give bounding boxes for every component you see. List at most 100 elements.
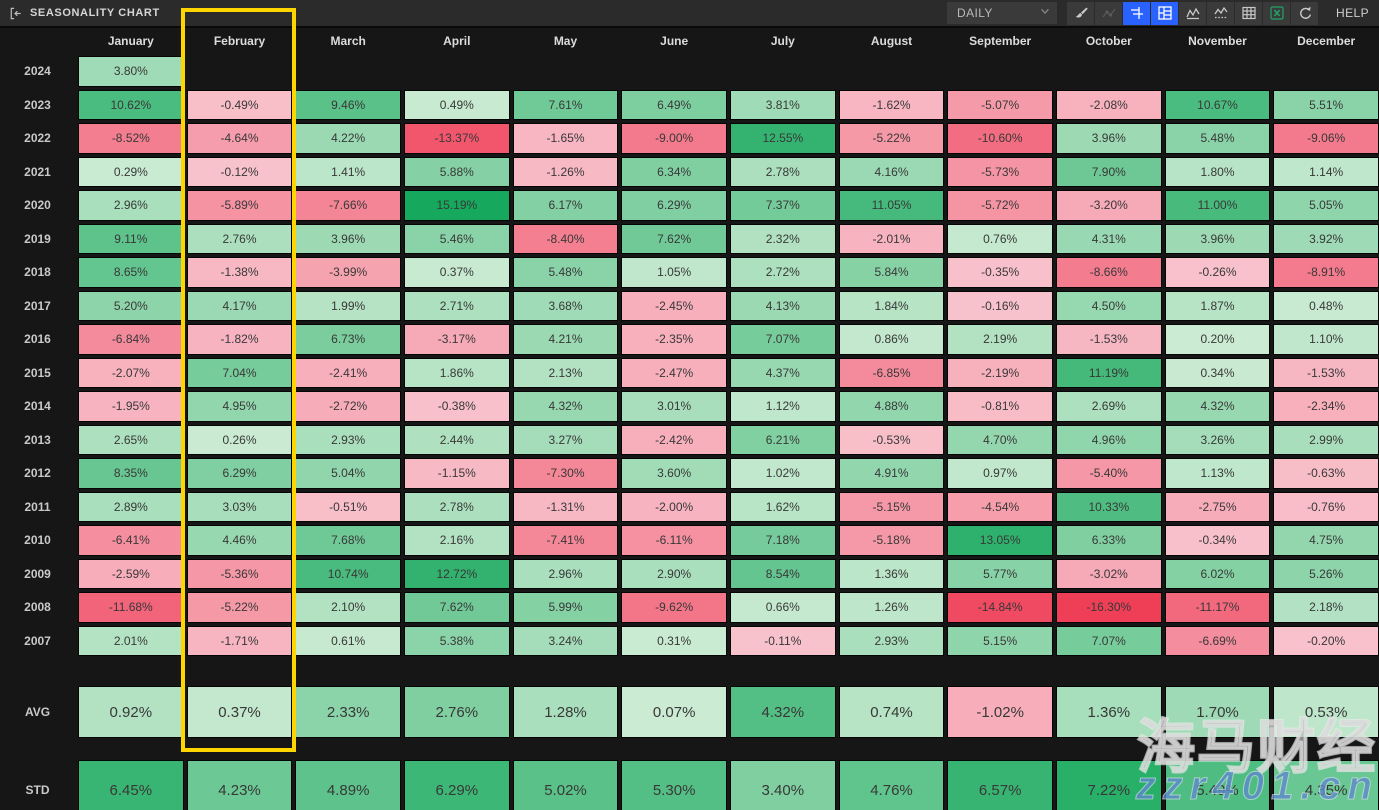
heatmap-cell[interactable]: 6.73% — [295, 324, 401, 355]
data-table-icon[interactable] — [1235, 1, 1263, 25]
heatmap-cell[interactable]: 2.32% — [729, 223, 836, 254]
heatmap-cell[interactable]: -0.76% — [1273, 491, 1379, 522]
heatmap-cell[interactable]: 2.96% — [78, 190, 184, 221]
heatmap-cell[interactable]: 11.19% — [1055, 357, 1162, 388]
baseline-chart-icon[interactable] — [1207, 1, 1235, 25]
heatmap-cell[interactable]: 6.34% — [621, 156, 727, 187]
heatmap-cell[interactable]: -13.37% — [403, 123, 510, 154]
heatmap-cell[interactable]: -2.19% — [947, 357, 1053, 388]
std-cell[interactable]: 6.45% — [78, 760, 184, 810]
heatmap-cell[interactable]: 9.46% — [295, 89, 401, 120]
heatmap-cell[interactable]: -2.07% — [78, 357, 184, 388]
heatmap-cell[interactable] — [1273, 56, 1379, 87]
heatmap-cell[interactable]: 0.48% — [1273, 290, 1379, 321]
heatmap-cell[interactable]: 2.16% — [403, 525, 510, 556]
heatmap-cell[interactable]: 6.21% — [729, 424, 836, 455]
excel-export-icon[interactable] — [1263, 1, 1291, 25]
heatmap-cell[interactable]: 5.48% — [512, 257, 619, 288]
heatmap-cell[interactable]: 2.99% — [1273, 424, 1379, 455]
heatmap-cell[interactable]: 0.26% — [186, 424, 293, 455]
heatmap-cell[interactable]: -2.72% — [295, 391, 401, 422]
heatmap-cell[interactable] — [404, 56, 510, 87]
heatmap-cell[interactable]: -5.40% — [1055, 458, 1162, 489]
heatmap-cell[interactable]: 12.72% — [403, 558, 510, 589]
heatmap-cell[interactable]: 4.50% — [1055, 290, 1162, 321]
heatmap-cell[interactable]: 10.67% — [1164, 89, 1271, 120]
heatmap-cell[interactable]: -11.17% — [1164, 592, 1271, 623]
heatmap-cell[interactable]: 10.74% — [295, 558, 401, 589]
heatmap-cell[interactable]: -5.36% — [186, 558, 293, 589]
heatmap-cell[interactable] — [513, 56, 619, 87]
heatmap-cell[interactable]: -2.08% — [1055, 89, 1162, 120]
heatmap-cell[interactable]: -7.41% — [512, 525, 619, 556]
heatmap-cell[interactable]: 2.93% — [838, 625, 945, 656]
collapse-panel-icon[interactable] — [8, 6, 23, 21]
heatmap-cell[interactable]: 5.15% — [947, 625, 1053, 656]
heatmap-cell[interactable]: 2.72% — [729, 257, 836, 288]
month-header-cell[interactable]: December — [1297, 33, 1356, 48]
heatmap-cell[interactable]: 7.61% — [512, 89, 619, 120]
heatmap-cell[interactable]: 1.99% — [295, 290, 401, 321]
heatmap-cell[interactable]: 9.11% — [78, 223, 184, 254]
std-cell[interactable]: 3.40% — [729, 760, 836, 810]
heatmap-cell[interactable]: -2.00% — [621, 491, 727, 522]
heatmap-cell[interactable]: -5.89% — [186, 190, 293, 221]
heatmap-cell[interactable]: 0.31% — [621, 625, 727, 656]
month-header-cell[interactable]: April — [443, 33, 471, 48]
heatmap-cell[interactable]: -0.20% — [1273, 625, 1379, 656]
avg-cell[interactable]: 2.33% — [295, 686, 401, 738]
heatmap-cell[interactable]: -6.85% — [838, 357, 945, 388]
heatmap-cell[interactable]: 4.46% — [186, 525, 293, 556]
heatmap-cell[interactable]: 4.37% — [729, 357, 836, 388]
heatmap-cell[interactable]: 7.37% — [729, 190, 836, 221]
avg-cell[interactable]: 0.53% — [1273, 686, 1379, 738]
heatmap-cell[interactable]: 10.62% — [78, 89, 184, 120]
heatmap-cell[interactable]: -0.49% — [186, 89, 293, 120]
heatmap-cell[interactable]: 6.02% — [1164, 558, 1271, 589]
heatmap-cell[interactable]: 4.96% — [1055, 424, 1162, 455]
heatmap-cell[interactable]: 0.49% — [403, 89, 510, 120]
std-cell[interactable]: 4.23% — [186, 760, 293, 810]
heatmap-cell[interactable]: 8.54% — [729, 558, 836, 589]
heatmap-cell[interactable]: 4.21% — [512, 324, 619, 355]
heatmap-cell[interactable]: 1.13% — [1164, 458, 1271, 489]
heatmap-cell[interactable]: -0.51% — [295, 491, 401, 522]
line-chart-icon[interactable] — [1179, 1, 1207, 25]
trend-line-icon[interactable] — [1095, 1, 1123, 25]
heatmap-cell[interactable]: 5.48% — [1164, 123, 1271, 154]
avg-cell[interactable]: 0.37% — [186, 686, 293, 738]
heatmap-cell[interactable]: 2.13% — [512, 357, 619, 388]
heatmap-cell[interactable]: 7.62% — [403, 592, 510, 623]
heatmap-cell[interactable]: 7.62% — [621, 223, 727, 254]
heatmap-cell[interactable]: 2.19% — [947, 324, 1053, 355]
heatmap-cell[interactable]: -1.15% — [403, 458, 510, 489]
month-header-cell[interactable]: March — [330, 33, 366, 48]
heatmap-cell[interactable]: 8.65% — [78, 257, 184, 288]
heatmap-cell[interactable]: 0.37% — [403, 257, 510, 288]
brush-icon[interactable] — [1067, 1, 1095, 25]
heatmap-cell[interactable]: -0.12% — [186, 156, 293, 187]
heatmap-cell[interactable]: -2.42% — [621, 424, 727, 455]
heatmap-cell[interactable]: 8.35% — [78, 458, 184, 489]
heatmap-cell[interactable]: 2.93% — [295, 424, 401, 455]
heatmap-cell[interactable]: 4.16% — [838, 156, 945, 187]
heatmap-cell[interactable]: 15.19% — [403, 190, 510, 221]
heatmap-cell[interactable]: -5.22% — [186, 592, 293, 623]
axis-scale-icon[interactable] — [1123, 1, 1151, 25]
heatmap-cell[interactable]: -1.26% — [512, 156, 619, 187]
heatmap-cell[interactable]: 2.10% — [295, 592, 401, 623]
heatmap-cell[interactable]: -9.62% — [621, 592, 727, 623]
heatmap-cell[interactable]: 4.13% — [729, 290, 836, 321]
heatmap-cell[interactable]: -6.11% — [621, 525, 727, 556]
heatmap-cell[interactable]: -8.91% — [1273, 257, 1379, 288]
heatmap-cell[interactable]: 10.33% — [1055, 491, 1162, 522]
heatmap-cell[interactable]: 3.96% — [295, 223, 401, 254]
heatmap-cell[interactable]: 2.90% — [621, 558, 727, 589]
heatmap-cell[interactable]: -0.53% — [838, 424, 945, 455]
heatmap-cell[interactable]: -2.75% — [1164, 491, 1271, 522]
avg-cell[interactable]: 1.70% — [1164, 686, 1271, 738]
heatmap-cell[interactable]: -7.30% — [512, 458, 619, 489]
heatmap-cell[interactable]: 2.18% — [1273, 592, 1379, 623]
heatmap-cell[interactable] — [947, 56, 1053, 87]
heatmap-cell[interactable]: 4.70% — [947, 424, 1053, 455]
